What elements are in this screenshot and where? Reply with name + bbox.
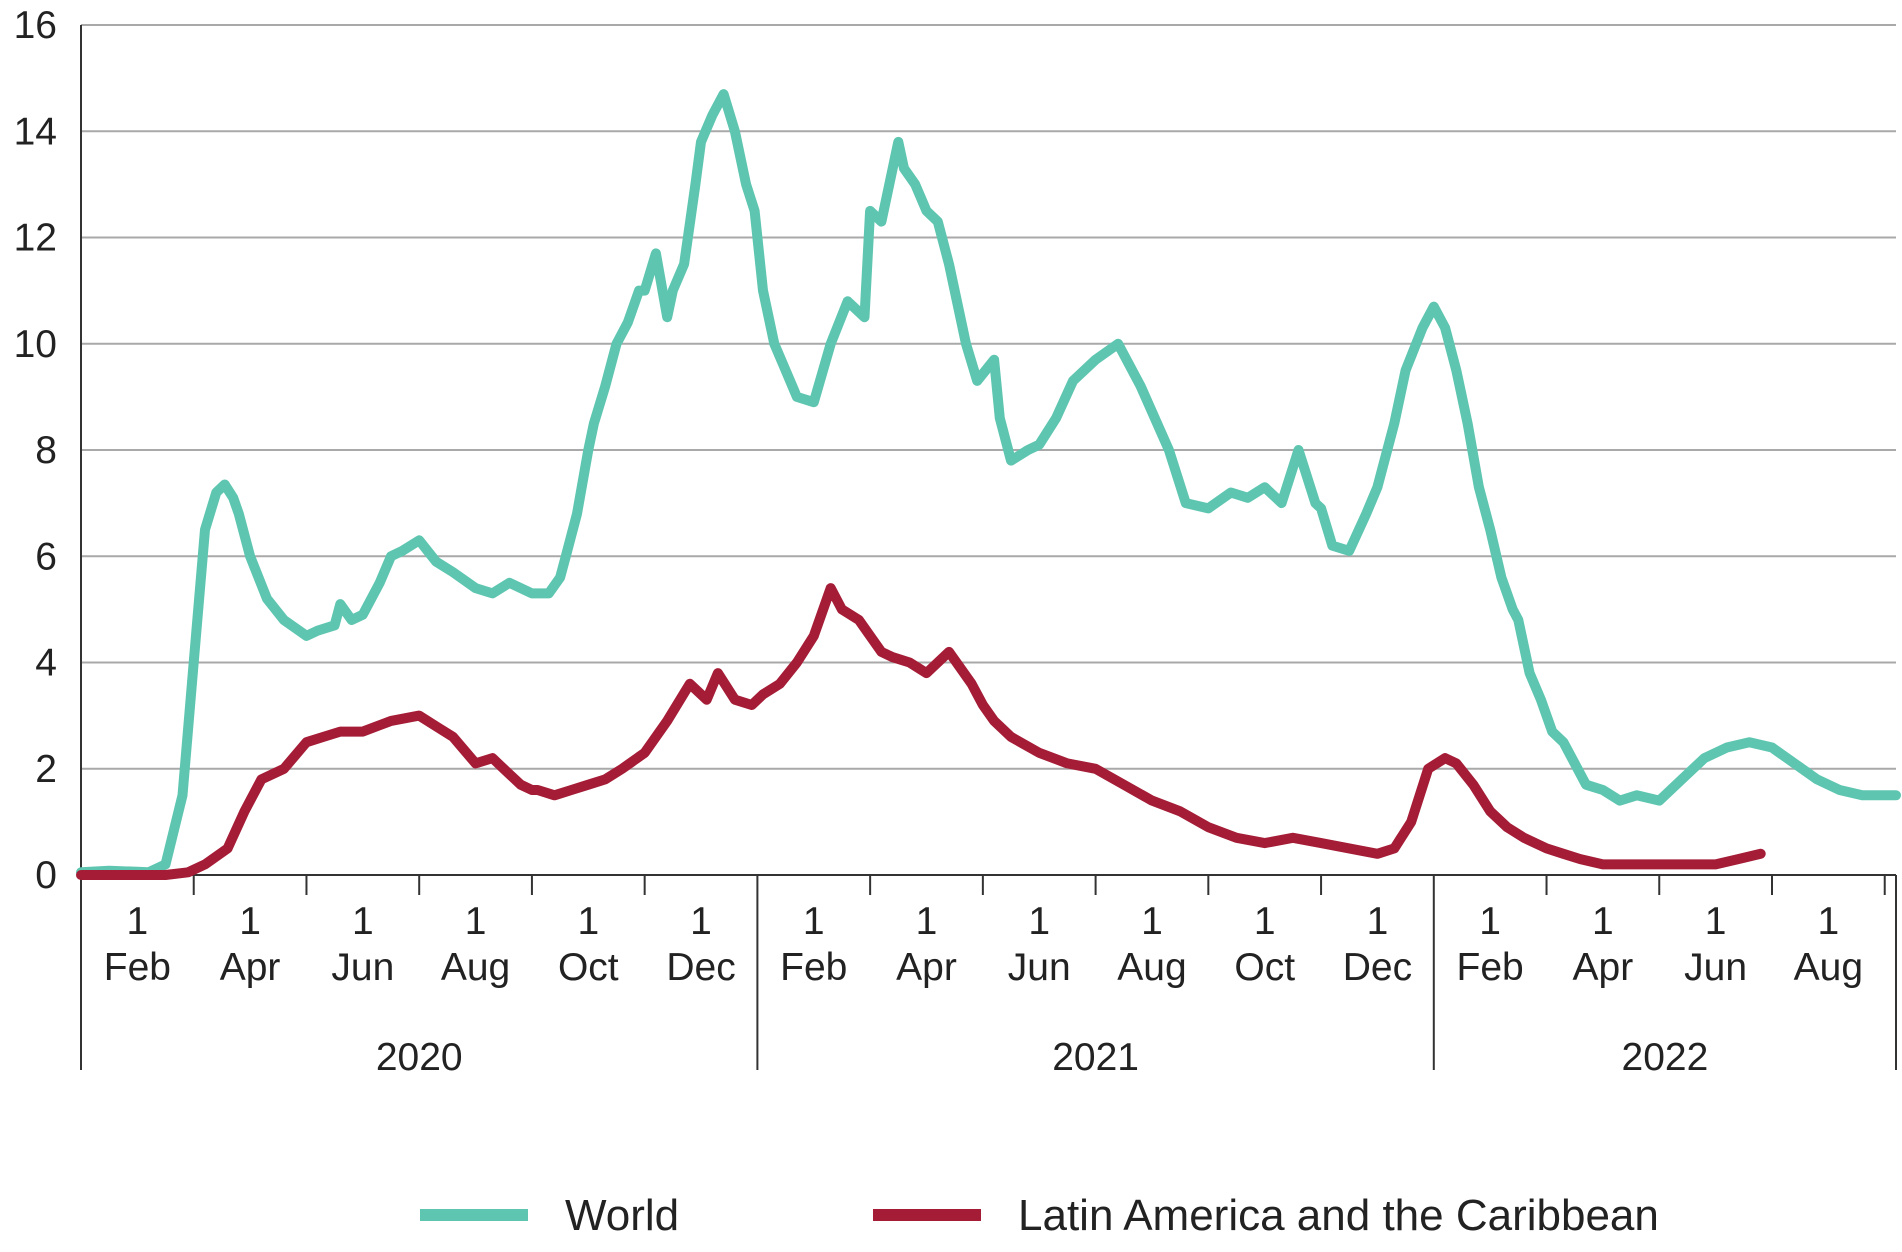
y-tick-label: 4 [35,642,57,685]
x-tick-day-label: 1 [690,900,712,943]
gridlines [81,24,1896,770]
y-tick-label: 2 [35,748,57,791]
x-tick-day-label: 1 [1028,900,1050,943]
x-tick-day-label: 1 [916,900,938,943]
x-tick-month-label: Oct [558,946,619,989]
x-axis-tick-labels: 1Feb1Apr1Jun1Aug1Oct1Dec1Feb1Apr1Jun1Aug… [104,900,1863,989]
series-line-world [76,89,1901,878]
x-tick-day-label: 1 [1818,900,1840,943]
year-label: 2020 [376,1036,463,1079]
x-axis-year-labels: 2020 2021 2022 [376,1036,1708,1079]
x-tick-day-label: 1 [1254,900,1276,943]
series-line-latin-america-caribbean [76,583,1766,880]
x-tick-month-label: Dec [666,946,735,989]
x-tick-day-label: 1 [803,900,825,943]
x-tick-month-label: Apr [220,946,281,989]
legend-label: World [565,1191,679,1240]
x-tick-day-label: 1 [1705,900,1727,943]
x-tick-day-label: 1 [352,900,374,943]
legend: World Latin America and the Caribbean [420,1191,1659,1240]
x-tick-month-label: Jun [331,946,394,989]
x-tick-day-label: 1 [1367,900,1389,943]
x-tick-month-label: Dec [1343,946,1412,989]
x-tick-month-label: Jun [1684,946,1747,989]
y-tick-label: 12 [14,217,57,260]
x-tick-month-label: Jun [1008,946,1071,989]
axes [80,25,1897,1070]
x-tick-day-label: 1 [1592,900,1614,943]
year-label: 2021 [1052,1036,1139,1079]
x-tick-month-label: Feb [1457,946,1524,989]
x-tick-month-label: Feb [780,946,847,989]
x-tick-day-label: 1 [1141,900,1163,943]
y-axis-tick-labels: 0 2 4 6 8 10 12 14 16 [14,4,57,897]
x-tick-month-label: Aug [441,946,510,989]
year-label: 2022 [1622,1036,1709,1079]
y-tick-label: 14 [14,110,57,153]
x-tick-day-label: 1 [1479,900,1501,943]
data-series [76,89,1901,880]
x-tick-month-label: Apr [1573,946,1634,989]
x-tick-month-label: Aug [1117,946,1186,989]
legend-label: Latin America and the Caribbean [1018,1191,1659,1240]
x-tick-day-label: 1 [465,900,487,943]
x-tick-month-label: Aug [1794,946,1863,989]
y-tick-label: 16 [14,4,57,47]
x-tick-day-label: 1 [239,900,261,943]
x-tick-month-label: Feb [104,946,171,989]
y-tick-label: 10 [14,323,57,366]
y-tick-label: 8 [35,429,57,472]
x-tick-day-label: 1 [577,900,599,943]
x-tick-month-label: Apr [896,946,957,989]
y-tick-label: 6 [35,535,57,578]
x-tick-month-label: Oct [1234,946,1295,989]
x-tick-day-label: 1 [127,900,149,943]
y-tick-label: 0 [35,854,57,897]
